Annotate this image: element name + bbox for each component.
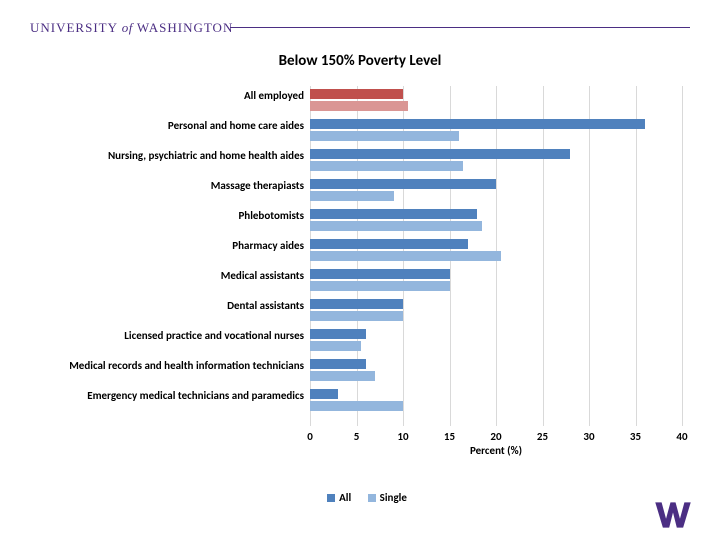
x-tick-label: 20: [484, 430, 508, 443]
bar-all: [310, 299, 403, 309]
bar-single: [310, 341, 361, 351]
bar-all: [310, 119, 645, 129]
bar-single: [310, 221, 482, 231]
wordmark-washington: WASHINGTON: [137, 20, 233, 35]
gridline: [589, 86, 590, 426]
x-tick-label: 5: [345, 430, 369, 443]
bar-single: [310, 161, 463, 171]
bar-single: [310, 101, 408, 111]
gridline: [682, 86, 683, 426]
bar-single: [310, 311, 403, 321]
legend-label-all: All: [339, 491, 351, 504]
bar-single: [310, 371, 375, 381]
category-label: Dental assistants: [30, 300, 304, 312]
legend-label-single: Single: [380, 491, 407, 504]
category-label: All employed: [30, 90, 304, 102]
bar-single: [310, 131, 459, 141]
category-label: Medical assistants: [30, 270, 304, 282]
bar-single: [310, 251, 501, 261]
bar-single: [310, 191, 394, 201]
header-rule: [230, 27, 690, 28]
slide-header: UNIVERSITY of WASHINGTON: [30, 18, 690, 37]
bar-all: [310, 179, 496, 189]
university-wordmark: UNIVERSITY of WASHINGTON: [30, 20, 233, 35]
x-tick-label: 25: [531, 430, 555, 443]
bar-all: [310, 359, 366, 369]
gridline: [543, 86, 544, 426]
x-tick-label: 35: [624, 430, 648, 443]
bar-all: [310, 149, 570, 159]
category-label: Pharmacy aides: [30, 240, 304, 252]
bar-all: [310, 329, 366, 339]
x-tick-label: 10: [391, 430, 415, 443]
category-label: Medical records and health information t…: [30, 360, 304, 372]
chart-legend: All Single: [0, 491, 720, 504]
x-tick-label: 40: [670, 430, 694, 443]
x-tick-label: 0: [298, 430, 322, 443]
x-axis-title: Percent (%): [310, 444, 682, 457]
x-tick-label: 15: [438, 430, 462, 443]
gridline: [636, 86, 637, 426]
wordmark-of: of: [122, 20, 133, 35]
poverty-level-chart: Percent (%) 0510152025303540All employed…: [30, 80, 690, 460]
bar-all: [310, 89, 403, 99]
bar-all: [310, 239, 468, 249]
category-label: Phlebotomists: [30, 210, 304, 222]
chart-title: Below 150% Poverty Level: [0, 52, 720, 70]
category-label: Massage therapiasts: [30, 180, 304, 192]
uw-w-logo: [654, 500, 692, 530]
bar-single: [310, 281, 450, 291]
bar-single: [310, 401, 403, 411]
category-label: Emergency medical technicians and parame…: [30, 390, 304, 402]
wordmark-university: UNIVERSITY: [30, 20, 118, 35]
bar-all: [310, 269, 450, 279]
category-label: Licensed practice and vocational nurses: [30, 330, 304, 342]
x-tick-label: 30: [577, 430, 601, 443]
bar-all: [310, 389, 338, 399]
category-label: Nursing, psychiatric and home health aid…: [30, 150, 304, 162]
legend-swatch-all: [327, 494, 335, 502]
legend-swatch-single: [368, 494, 376, 502]
category-label: Personal and home care aides: [30, 120, 304, 132]
bar-all: [310, 209, 477, 219]
